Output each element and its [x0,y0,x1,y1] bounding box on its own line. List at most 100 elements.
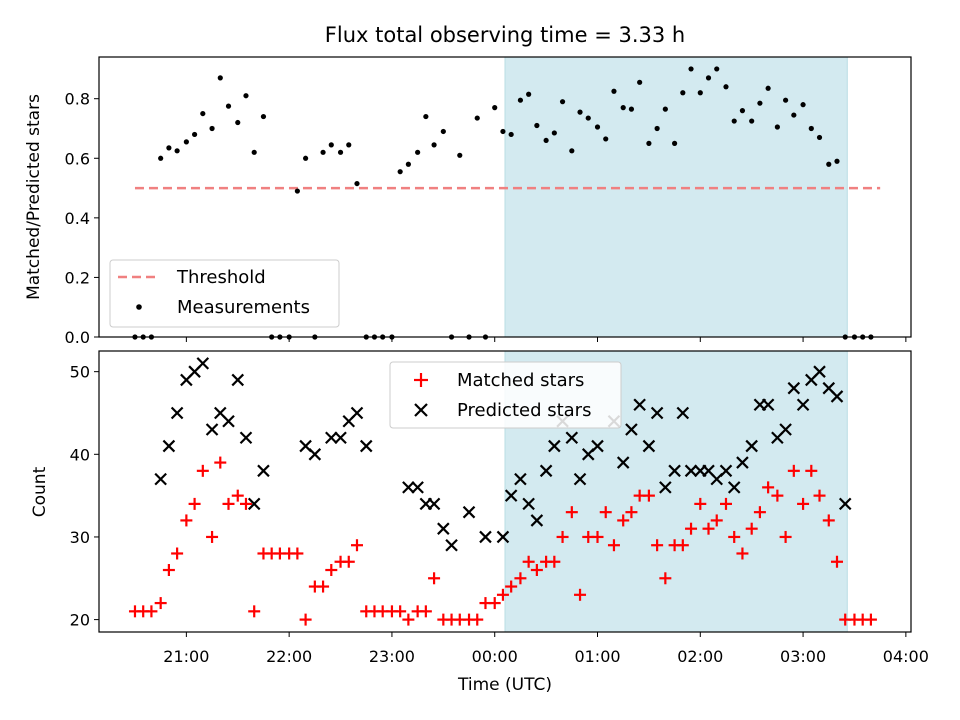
y-tick-label: 20 [70,611,90,630]
x-tick-label: 23:00 [369,647,415,666]
top-y-axis: 0.0 0.2 0.4 0.6 0.8 [65,90,99,347]
measurement-point [526,91,532,97]
predicted-star-point [522,497,535,511]
measurement-point [603,136,609,142]
matched-star-point [342,555,355,568]
measurement-point [569,148,575,154]
top-shaded-region [504,56,848,338]
measurement-point [346,142,352,148]
predicted-star-point [796,398,810,411]
predicted-star-point [668,464,681,478]
measurement-point [158,155,164,161]
measurement-point [739,108,746,114]
matched-star-point [599,506,612,519]
measurement-point [671,140,678,146]
matched-star-point [394,605,407,618]
predicted-star-point [334,431,347,445]
matched-star-point [565,506,578,519]
predicted-star-point [154,472,167,486]
top-plot-frame [98,56,912,338]
predicted-star-point [402,481,415,494]
measurement-point [585,115,591,121]
measurement-point [697,90,703,96]
matched-star-point [248,605,261,618]
top-legend: Threshold Measurements [109,259,340,328]
matched-star-point [488,597,501,610]
y-tick-label: 50 [70,363,90,382]
predicted-star-point [445,538,458,552]
predicted-star-point [779,423,792,436]
measurement-point [217,75,223,81]
matched-star-point [607,539,620,552]
bottom-plot-frame [98,350,912,633]
matched-star-point [522,555,535,568]
matched-star-point [239,497,252,510]
legend-measurements-label: Measurements [177,297,310,318]
predicted-star-point [325,431,338,445]
predicted-star-point [787,381,801,395]
x-tick-label: 01:00 [574,647,620,666]
bottom-legend: Matched stars Predicted stars [389,361,622,429]
matched-star-point [471,613,484,626]
predicted-star-point [745,439,758,453]
measurement-point [415,149,421,155]
bottom-legend-box [389,361,622,429]
bottom-y-axis-label: Count [30,466,50,517]
measurement-point [431,142,437,148]
matched-star-point [556,530,569,543]
predicted-star-point [625,423,638,436]
measurement-point [662,106,668,112]
predicted-star-point [437,522,450,535]
matched-star-point [710,514,723,527]
measurement-point [628,106,635,112]
predicted-star-point [350,406,364,420]
matched-star-point [805,464,818,477]
measurement-point [508,131,514,138]
x-tick-label: 22:00 [266,647,312,666]
measurement-point [783,97,789,103]
matched-star-point [574,588,587,601]
predicted-star-point [761,398,775,411]
matched-star-point [625,506,638,519]
legend-matched-label: Matched stars [457,370,584,391]
matched-star-point [299,613,312,626]
matched-star-point [402,613,415,626]
measurement-point [474,115,480,121]
measurement-point [577,109,583,115]
matched-star-point [642,489,655,502]
matched-star-point [154,597,167,610]
matched-star-point [830,555,843,568]
predicted-star-point [736,456,749,469]
measurement-point [637,79,643,85]
measurement-point [816,134,823,141]
measurement-point [166,145,172,151]
measurement-point [251,149,257,155]
measurement-point [705,75,712,81]
measurement-point [723,84,729,90]
matched-star-point [736,547,749,560]
predicted-star-point [650,406,664,420]
measurement-point [680,90,686,96]
measurement-point [492,105,498,111]
legend-predicted-label: Predicted stars [457,400,591,421]
measurement-point [765,85,771,91]
measurement-point [714,66,720,72]
x-axis: 21:00 22:00 23:00 00:00 01:00 02:00 03:00 04:00 [163,632,929,666]
predicted-star-point [308,448,322,461]
matched-star-point [505,580,518,593]
matched-star-point [676,539,689,552]
predicted-star-point [162,439,176,453]
measurement-point [397,169,403,175]
x-tick-label: 21:00 [163,647,209,666]
predicted-star-point [813,365,826,378]
measurement-point [191,131,198,138]
measurement-point [209,125,215,132]
top-legend-box [109,259,340,328]
predicted-star-point [539,464,553,478]
predicted-star-point [411,481,424,494]
measurement-point [174,148,180,154]
matched-star-point [180,514,193,527]
y-tick-label: 30 [70,528,90,547]
measurement-point [688,66,694,72]
